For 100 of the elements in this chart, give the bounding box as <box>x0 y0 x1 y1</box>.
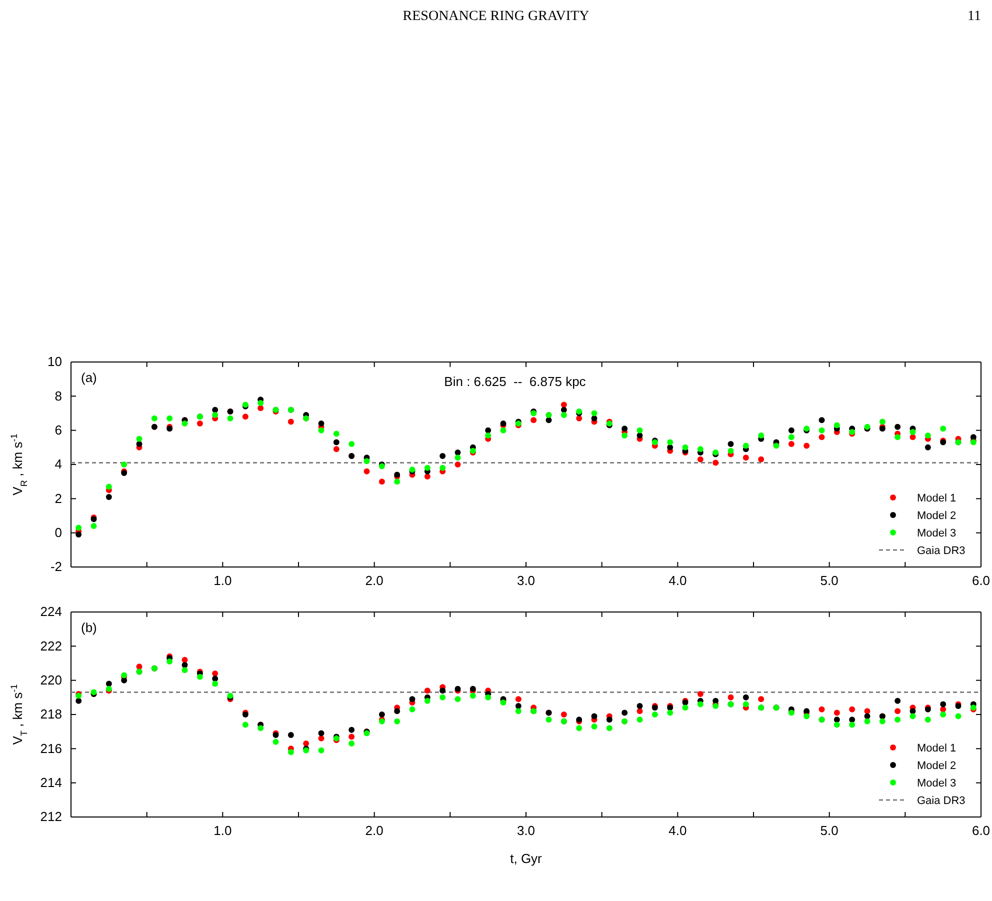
point <box>318 427 324 434</box>
point <box>818 427 825 434</box>
point <box>288 418 294 425</box>
y-tick-label: 218 <box>40 706 62 722</box>
legend-label: Model 1 <box>917 742 956 754</box>
point <box>849 722 856 728</box>
point <box>182 667 188 674</box>
point <box>849 716 856 723</box>
point <box>166 658 173 665</box>
point <box>636 702 643 709</box>
x-tick-label: 2.0 <box>365 823 384 838</box>
point <box>894 716 901 723</box>
point <box>606 725 612 732</box>
point <box>924 444 931 450</box>
point <box>515 702 522 709</box>
x-tick-label: 6.0 <box>972 573 990 588</box>
point <box>454 696 461 702</box>
point <box>76 532 82 538</box>
x-tick-label: 1.0 <box>214 823 232 838</box>
x-tick-label: 3.0 <box>516 573 536 588</box>
point <box>454 462 461 468</box>
point <box>910 713 916 720</box>
point <box>636 708 643 714</box>
point <box>728 694 734 700</box>
point <box>894 708 901 714</box>
point <box>196 674 203 680</box>
point <box>409 696 416 702</box>
point <box>333 430 340 437</box>
point <box>136 664 142 670</box>
y-tick-label: 10 <box>48 354 62 370</box>
point <box>348 740 355 747</box>
point <box>712 698 719 704</box>
point <box>546 417 552 424</box>
point <box>834 710 840 716</box>
point <box>106 494 112 500</box>
point <box>818 706 825 712</box>
point <box>622 432 628 438</box>
point <box>758 696 764 702</box>
point <box>788 434 794 440</box>
x-axis-title: t, Gyr <box>510 851 543 866</box>
point <box>940 701 946 708</box>
point <box>636 427 643 434</box>
point <box>879 418 886 425</box>
point <box>166 415 173 422</box>
x-tick-label: 5.0 <box>820 823 838 838</box>
point <box>682 444 688 450</box>
point <box>258 725 264 732</box>
point <box>682 704 688 711</box>
point <box>742 701 749 708</box>
point <box>560 406 567 413</box>
point <box>924 716 931 723</box>
point <box>242 414 248 420</box>
point <box>910 429 916 436</box>
point <box>348 726 355 733</box>
point <box>697 691 704 697</box>
legend-label: Model 2 <box>917 760 956 772</box>
point <box>212 680 218 687</box>
point <box>378 478 385 485</box>
point <box>470 692 476 699</box>
point <box>258 405 264 412</box>
y-tick-label: 214 <box>40 774 62 790</box>
point <box>212 412 218 418</box>
x-tick-label: 6.0 <box>972 823 990 838</box>
point <box>818 434 825 440</box>
point <box>940 712 946 718</box>
point <box>440 694 446 700</box>
legend-label: Gaia DR3 <box>917 795 966 807</box>
point <box>378 712 385 718</box>
point <box>546 716 552 723</box>
point <box>834 422 840 428</box>
point <box>804 713 810 720</box>
point <box>318 730 324 736</box>
point <box>212 670 218 676</box>
point <box>318 747 324 754</box>
point <box>804 442 810 449</box>
point <box>864 708 870 714</box>
point <box>333 446 340 452</box>
point <box>530 417 537 424</box>
point <box>348 734 355 740</box>
x-tick-label: 4.0 <box>668 823 687 838</box>
point <box>196 420 203 426</box>
point <box>424 688 430 694</box>
x-tick-label: 2.0 <box>365 573 384 588</box>
point <box>318 420 324 426</box>
point <box>728 448 734 454</box>
point <box>924 432 931 438</box>
point <box>76 698 82 704</box>
point <box>424 464 430 471</box>
point <box>212 676 218 682</box>
point <box>742 454 749 461</box>
legend-label: Gaia DR3 <box>917 545 966 557</box>
point <box>485 432 492 438</box>
y-tick-label: 224 <box>40 604 62 620</box>
point <box>622 710 628 716</box>
point <box>454 454 461 461</box>
point <box>242 722 248 728</box>
point <box>667 439 674 446</box>
point <box>834 722 840 728</box>
point <box>591 415 598 422</box>
annotation: (b) <box>81 620 97 635</box>
